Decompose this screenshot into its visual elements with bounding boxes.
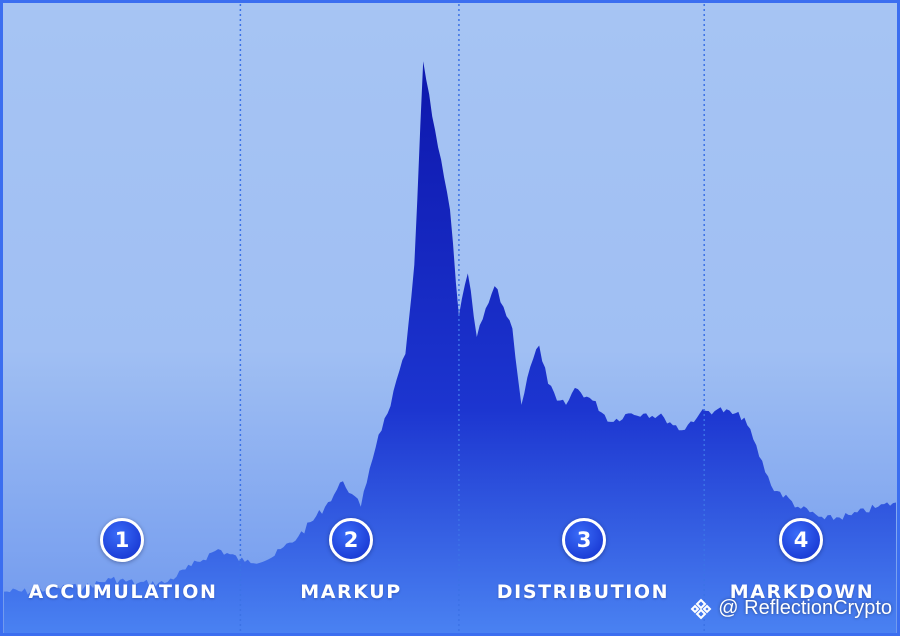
phase-2-number-badge: 2: [329, 518, 373, 562]
phase-1-label: ACCUMULATION: [28, 581, 218, 603]
phase-1-number-badge: 1: [100, 518, 144, 562]
diamond-logo-icon: [690, 598, 712, 619]
phase-2-label: MARKUP: [300, 581, 402, 603]
phase-3-number-badge: 3: [562, 518, 606, 562]
price-area: [4, 61, 896, 634]
phase-4-number-badge: 4: [779, 518, 823, 562]
watermark-text: @ ReflectionCrypto: [718, 597, 892, 619]
phase-4-label: MARKDOWN: [729, 581, 875, 603]
phase-3-label: DISTRIBUTION: [496, 581, 670, 603]
watermark: @ ReflectionCrypto: [690, 597, 892, 620]
